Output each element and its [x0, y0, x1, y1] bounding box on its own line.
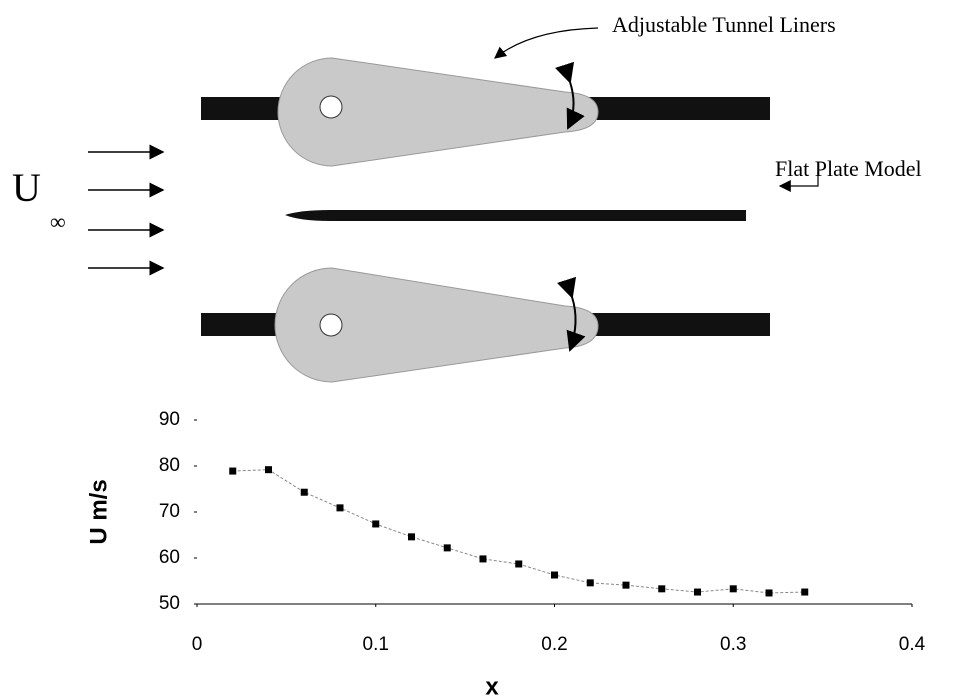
y-tick-label: 60 [159, 547, 180, 568]
x-axis-label: x [485, 673, 499, 700]
data-point [551, 571, 558, 579]
callout [778, 172, 819, 192]
flat-plate [285, 210, 746, 221]
data-point [443, 544, 451, 552]
liner-label: Adjustable Tunnel Liners [612, 12, 836, 37]
pivot [319, 313, 343, 337]
x-tick-label: 0 [192, 634, 203, 655]
y-axis-label: U m/s [85, 479, 112, 544]
x-tick-label: 0.4 [899, 634, 926, 655]
series-line [232, 469, 805, 594]
lower-liner [274, 267, 599, 383]
data-point [658, 585, 666, 593]
data-point [801, 588, 809, 596]
y-tick-label: 50 [159, 593, 180, 614]
data-point [694, 588, 701, 596]
upper-liner [277, 57, 599, 167]
data-point [336, 504, 344, 512]
data-point [622, 581, 630, 589]
callout [494, 27, 599, 59]
data-point [372, 520, 380, 528]
chart: x U m/s 50 60 70 80 90 0 0.1 0.2 0.3 0.4 [85, 409, 925, 700]
data-point [515, 560, 523, 568]
x-tick-label: 0.3 [720, 634, 746, 655]
tunnel-diagram: Adjustable Tunnel Liners Flat Plate Mode… [12, 12, 922, 383]
plate-label: Flat Plate Model [775, 156, 922, 181]
flow-symbol: U [12, 165, 41, 210]
y-tick-label: 80 [159, 455, 180, 476]
data-point [586, 579, 594, 587]
flow-subscript: ∞ [50, 209, 66, 234]
hinge-arrow [556, 276, 586, 352]
flow-arrows [88, 144, 165, 276]
y-tick-label: 70 [159, 501, 180, 522]
x-tick-label: 0.2 [541, 634, 567, 655]
data-point [229, 467, 237, 475]
data-point [265, 466, 272, 474]
data-point [479, 555, 487, 563]
data-point [765, 589, 773, 597]
x-tick-label: 0.1 [363, 634, 389, 655]
data-point [729, 585, 737, 593]
pivot [319, 95, 343, 119]
y-tick-label: 90 [159, 409, 180, 430]
hinge-arrow [554, 61, 585, 130]
data-point [300, 488, 308, 496]
data-point [408, 533, 415, 541]
